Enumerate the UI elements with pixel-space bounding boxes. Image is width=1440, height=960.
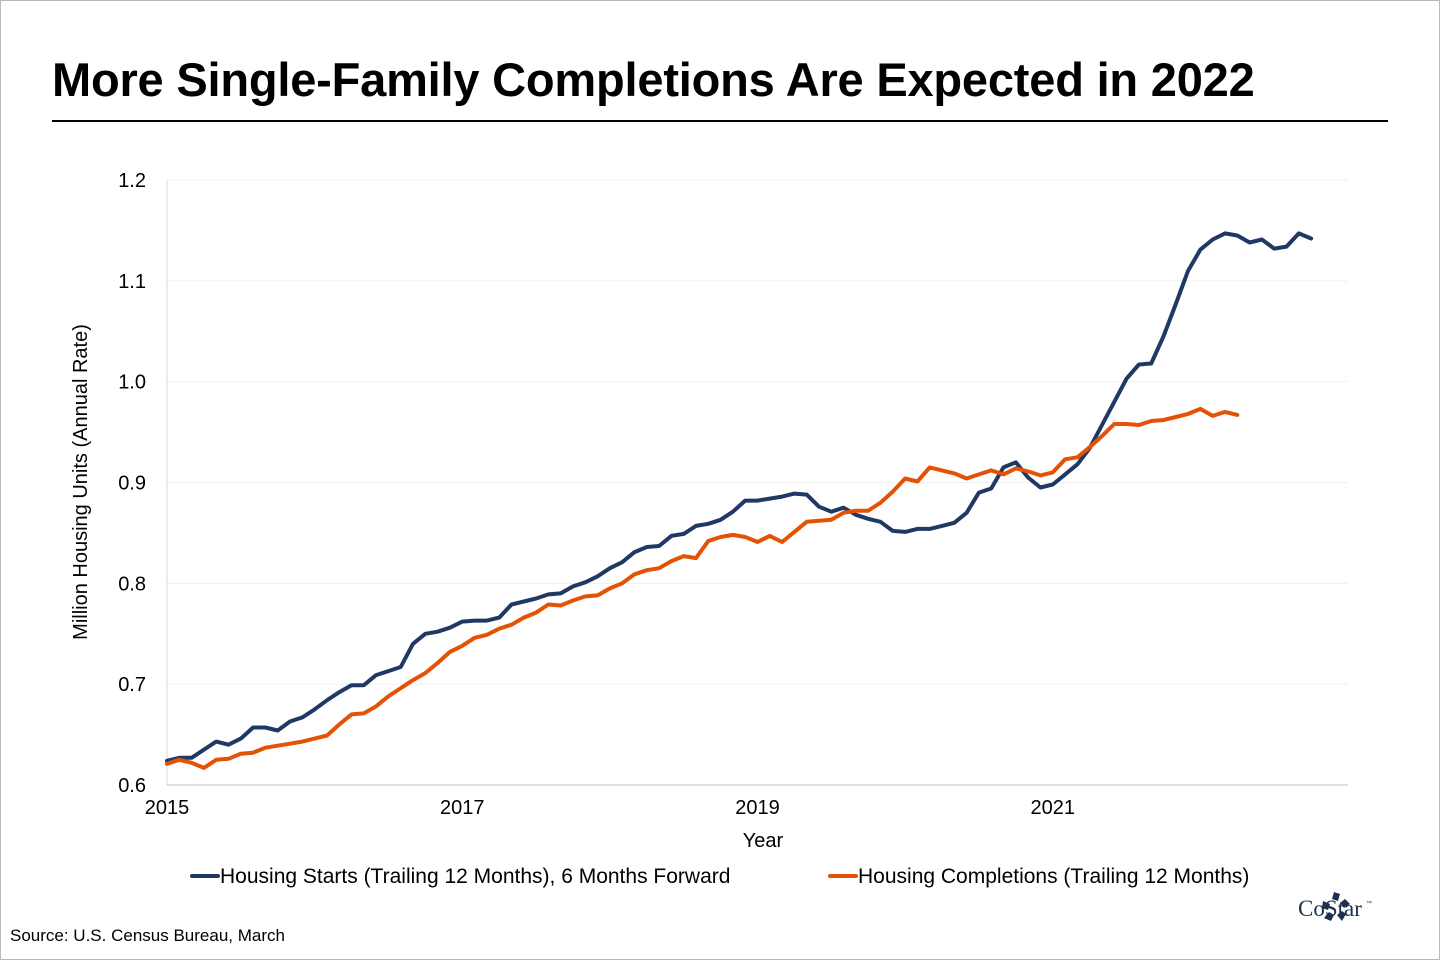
x-tick-label: 2015: [145, 797, 190, 819]
legend-label: Housing Starts (Trailing 12 Months), 6 M…: [220, 865, 730, 888]
x-tick-labels: 2015 2017 2019 2021: [145, 797, 1075, 819]
y-tick-label: 0.7: [118, 674, 146, 696]
x-tick-label: 2021: [1031, 797, 1076, 819]
chart-title: More Single-Family Completions Are Expec…: [52, 53, 1255, 106]
title-divider: [52, 120, 1388, 122]
y-tick-labels: 0.6 0.7 0.8 0.9 1.0 1.1 1.2: [118, 170, 146, 797]
series-lines: [165, 231, 1314, 770]
brand-trademark: ™: [1366, 901, 1372, 907]
y-tick-label: 0.9: [118, 473, 146, 495]
y-axis-label: Million Housing Units (Annual Rate): [70, 324, 92, 640]
series-line-housing-completions: [165, 406, 1240, 770]
x-tick-label: 2017: [440, 797, 485, 819]
axes: [166, 180, 1348, 786]
source-note: Source: U.S. Census Bureau, March: [10, 926, 285, 945]
costar-star-logo-icon: [1322, 892, 1350, 921]
x-tick-label: 2019: [735, 797, 780, 819]
y-tick-label: 1.1: [118, 271, 146, 293]
brand-name: CoStar: [1298, 896, 1362, 921]
grid-lines: [167, 179, 1348, 685]
y-tick-label: 0.6: [118, 775, 146, 797]
y-tick-label: 1.2: [118, 170, 146, 192]
legend-label: Housing Completions (Trailing 12 Months): [858, 865, 1249, 888]
series-line-housing-starts: [165, 231, 1314, 763]
y-tick-label: 0.8: [118, 573, 146, 595]
y-tick-label: 1.0: [118, 372, 146, 394]
legend: Housing Starts (Trailing 12 Months), 6 M…: [190, 865, 1249, 888]
x-axis-label: Year: [743, 830, 784, 852]
